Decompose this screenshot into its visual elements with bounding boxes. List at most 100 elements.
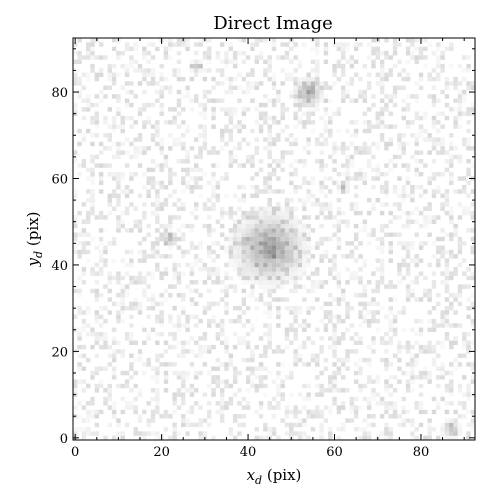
heatmap-cell	[176, 275, 182, 281]
heatmap-cell	[168, 435, 173, 441]
heatmap-cell	[319, 306, 324, 311]
heatmap-cell	[211, 366, 216, 371]
heatmap-cell	[124, 422, 130, 428]
heatmap-cell	[181, 146, 186, 151]
heatmap-cell	[207, 249, 212, 255]
heatmap-cell	[185, 124, 190, 129]
heatmap-cell	[306, 81, 311, 86]
heatmap-cell	[323, 46, 329, 52]
heatmap-cell	[142, 50, 147, 56]
heatmap-cell	[358, 254, 363, 259]
heatmap-cell	[176, 98, 182, 103]
heatmap-cell	[232, 370, 238, 376]
heatmap-cell	[341, 180, 346, 186]
heatmap-cell	[232, 219, 238, 224]
heatmap-cell	[397, 340, 402, 346]
heatmap-cell	[250, 383, 255, 389]
heatmap-cell	[254, 409, 259, 415]
heatmap-cell	[129, 189, 134, 194]
heatmap-cell	[241, 232, 247, 237]
heatmap-cell	[107, 383, 113, 389]
heatmap-cell	[155, 228, 160, 233]
heatmap-cell	[142, 280, 147, 285]
heatmap-cell	[423, 375, 428, 380]
heatmap-cell	[362, 146, 368, 151]
heatmap-cell	[163, 414, 169, 419]
heatmap-cell	[388, 431, 393, 436]
heatmap-cell	[172, 262, 177, 268]
heatmap-cell	[349, 249, 355, 255]
heatmap-cell	[250, 262, 255, 268]
heatmap-cell	[155, 202, 160, 207]
heatmap-cell	[297, 76, 303, 82]
heatmap-cell	[444, 210, 450, 216]
heatmap-cell	[159, 310, 164, 315]
heatmap-cell	[280, 55, 285, 60]
heatmap-cell	[323, 323, 329, 328]
heatmap-cell	[323, 314, 329, 320]
heatmap-cell	[280, 284, 285, 289]
heatmap-cell	[293, 228, 298, 233]
heatmap-cell	[263, 288, 268, 294]
heatmap-cell	[371, 379, 376, 384]
heatmap-cell	[263, 210, 268, 216]
heatmap-cell	[81, 85, 87, 90]
heatmap-cell	[211, 163, 216, 168]
heatmap-cell	[302, 180, 307, 186]
heatmap-cell	[90, 133, 95, 138]
heatmap-cell	[107, 392, 113, 397]
heatmap-cell	[120, 293, 125, 298]
heatmap-cell	[353, 379, 359, 384]
heatmap-cell	[336, 236, 342, 242]
heatmap-cell	[297, 357, 303, 363]
heatmap-cell	[470, 379, 476, 384]
heatmap-cell	[181, 310, 186, 315]
heatmap-cell	[462, 184, 467, 190]
heatmap-cell	[276, 405, 281, 410]
heatmap-cell	[185, 94, 190, 99]
heatmap-cell	[215, 280, 221, 285]
heatmap-cell	[155, 392, 160, 397]
heatmap-cell	[462, 68, 467, 73]
heatmap-cell	[449, 340, 454, 346]
heatmap-cell	[444, 197, 450, 203]
heatmap-cell	[111, 366, 117, 371]
heatmap-cell	[297, 120, 303, 125]
heatmap-cell	[245, 254, 251, 259]
heatmap-cell	[155, 163, 160, 168]
heatmap-cell	[271, 396, 277, 402]
heatmap-cell	[332, 275, 337, 281]
heatmap-cell	[271, 271, 277, 276]
heatmap-cell	[85, 94, 91, 99]
heatmap-cell	[81, 232, 87, 237]
heatmap-cell	[315, 297, 320, 302]
heatmap-cell	[362, 98, 368, 103]
heatmap-cell	[111, 409, 117, 415]
heatmap-cell	[207, 245, 212, 250]
heatmap-cell	[358, 383, 363, 389]
heatmap-cell	[297, 184, 303, 190]
heatmap-cell	[207, 288, 212, 294]
heatmap-cell	[150, 202, 156, 207]
heatmap-cell	[228, 353, 234, 358]
heatmap-cell	[302, 206, 307, 212]
heatmap-cell	[423, 111, 428, 116]
heatmap-cell	[284, 76, 290, 82]
heatmap-cell	[289, 288, 294, 294]
heatmap-cell	[155, 353, 160, 358]
heatmap-cell	[73, 189, 78, 194]
heatmap-cell	[388, 392, 393, 397]
heatmap-cell	[436, 150, 441, 155]
heatmap-cell	[444, 85, 450, 90]
heatmap-cell	[310, 176, 316, 181]
heatmap-cell	[427, 215, 432, 220]
heatmap-cell	[215, 197, 221, 203]
heatmap-cell	[366, 163, 372, 168]
heatmap-cell	[470, 258, 476, 263]
heatmap-cell	[111, 370, 117, 376]
heatmap-cell	[98, 150, 104, 155]
heatmap-cell	[332, 254, 337, 259]
heatmap-cell	[81, 435, 87, 441]
heatmap-cell	[302, 81, 307, 86]
heatmap-cell	[410, 210, 415, 216]
